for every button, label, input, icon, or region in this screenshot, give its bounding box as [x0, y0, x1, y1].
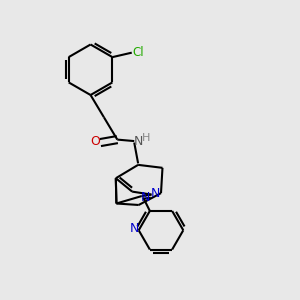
Text: Cl: Cl: [133, 46, 144, 59]
Text: O: O: [90, 135, 100, 148]
Text: H: H: [142, 133, 150, 142]
Text: N: N: [130, 222, 139, 235]
Text: N: N: [134, 135, 143, 148]
Text: N: N: [151, 187, 160, 200]
Text: N: N: [141, 191, 150, 204]
